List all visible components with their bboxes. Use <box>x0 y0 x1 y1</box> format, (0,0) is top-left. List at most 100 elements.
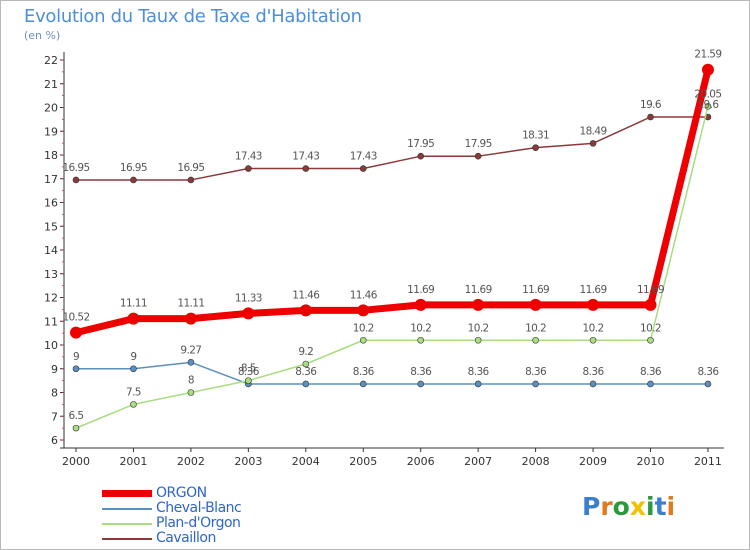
x-tick-label: 2010 <box>637 455 665 468</box>
data-point <box>472 298 485 311</box>
data-point <box>644 298 657 311</box>
data-point <box>302 360 310 368</box>
x-tick-label: 2009 <box>579 455 607 468</box>
x-tick-label: 2003 <box>234 455 262 468</box>
data-label: 17.43 <box>350 151 377 163</box>
data-point <box>127 312 140 325</box>
data-label: 10.2 <box>525 322 546 334</box>
data-label: 17.95 <box>407 138 434 150</box>
data-point <box>417 380 425 388</box>
x-tick-label: 2002 <box>177 455 205 468</box>
data-label: 10.2 <box>640 322 661 334</box>
data-label: 8.36 <box>295 366 317 378</box>
logo-letter: x <box>629 492 646 521</box>
data-point <box>704 103 712 110</box>
y-tick-label: 22 <box>44 54 58 67</box>
data-label: 11.69 <box>637 284 664 296</box>
y-tick-label: 13 <box>44 268 58 281</box>
data-label: 11.33 <box>235 292 262 304</box>
data-label: 9 <box>73 351 79 363</box>
data-label: 11.69 <box>465 284 492 296</box>
data-point <box>647 380 654 388</box>
series-line-cheval-blanc <box>75 361 709 385</box>
data-point <box>474 380 482 388</box>
data-point <box>417 152 425 160</box>
data-label: 8.36 <box>410 366 432 378</box>
data-label: 16.95 <box>177 162 204 174</box>
data-label: 8.36 <box>353 366 375 378</box>
x-tick-label: 2001 <box>119 455 147 468</box>
data-point <box>357 304 370 317</box>
y-tick-label: 16 <box>44 197 58 210</box>
data-point <box>72 176 80 184</box>
y-tick-label: 6 <box>51 434 58 447</box>
legend-label: Cheval-Blanc <box>156 500 242 516</box>
y-tick-label: 8 <box>51 387 58 400</box>
data-label: 8.36 <box>238 366 260 378</box>
data-label: 10.2 <box>410 322 431 334</box>
x-tick-label: 2007 <box>464 455 492 468</box>
data-label: 8.5 <box>241 363 256 375</box>
data-point <box>704 380 712 388</box>
data-label: 16.95 <box>120 162 147 174</box>
data-label: 8.36 <box>697 366 719 378</box>
data-label: 17.43 <box>235 151 262 163</box>
data-label: 11.46 <box>350 289 378 301</box>
x-tick-label: 2008 <box>522 455 550 468</box>
data-label: 19.6 <box>640 99 662 111</box>
data-point <box>359 336 367 344</box>
data-point <box>72 365 80 373</box>
legend-swatch <box>102 523 152 525</box>
series-line-cavaillon <box>75 116 709 181</box>
data-point <box>589 380 597 388</box>
data-point <box>245 377 252 384</box>
data-point <box>532 380 539 388</box>
y-tick-label: 12 <box>44 292 58 305</box>
data-label: 21.59 <box>694 49 721 61</box>
data-point <box>187 176 195 184</box>
data-point <box>589 336 597 344</box>
y-tick-label: 14 <box>44 244 58 257</box>
data-point <box>359 165 367 172</box>
data-point <box>532 336 539 344</box>
data-point <box>529 298 542 311</box>
logo-letter: i <box>646 492 655 521</box>
data-point <box>130 365 137 373</box>
x-tick-label: 2004 <box>292 455 320 468</box>
data-point <box>647 113 654 121</box>
data-label: 8.36 <box>468 366 490 378</box>
y-tick-label: 10 <box>44 339 58 352</box>
data-point <box>187 359 195 366</box>
data-label: 11.46 <box>292 289 320 301</box>
x-tick-label: 2005 <box>349 455 377 468</box>
series-line-orgon <box>72 66 712 337</box>
data-label: 7.5 <box>126 386 141 398</box>
x-tick-label: 2006 <box>407 455 435 468</box>
data-label: 8 <box>188 375 194 387</box>
data-point <box>72 424 80 432</box>
data-point <box>299 304 312 317</box>
data-point <box>647 336 654 344</box>
data-point <box>302 165 310 172</box>
y-tick-label: 18 <box>44 149 58 162</box>
logo-letter: i <box>666 492 676 521</box>
logo-letter: o <box>612 492 630 521</box>
data-point <box>184 312 197 325</box>
data-point <box>589 140 597 147</box>
data-label: 9 <box>130 351 136 363</box>
y-tick-label: 9 <box>51 363 58 376</box>
data-label: 17.95 <box>465 138 492 150</box>
y-tick-label: 21 <box>44 78 58 91</box>
series-line-plan-d-orgon <box>75 105 709 429</box>
data-label: 16.95 <box>62 162 89 174</box>
data-point <box>130 176 137 184</box>
logo-letter: r <box>600 492 613 521</box>
data-point <box>302 380 310 388</box>
data-point <box>701 63 714 76</box>
data-label: 9.2 <box>298 346 313 358</box>
data-point <box>70 326 82 339</box>
legend-swatch <box>102 490 152 497</box>
data-label: 8.36 <box>640 366 662 378</box>
data-label: 6.5 <box>69 410 84 422</box>
